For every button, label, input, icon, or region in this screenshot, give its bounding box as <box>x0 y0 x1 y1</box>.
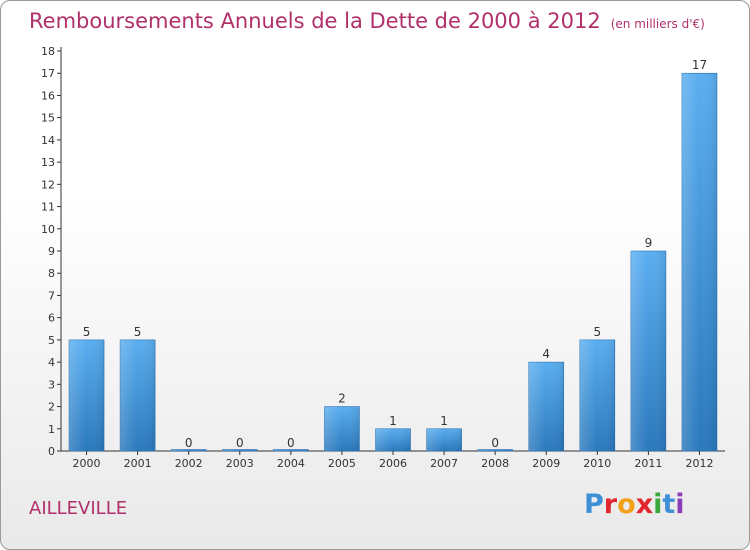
value-label-2005: 2 <box>338 392 346 406</box>
x-tick-label-2009: 2009 <box>532 457 560 470</box>
x-tick-label-2011: 2011 <box>634 457 662 470</box>
y-tick-label: 17 <box>41 67 55 80</box>
x-tick-label-2003: 2003 <box>226 457 254 470</box>
y-tick-label: 15 <box>41 112 55 125</box>
bar-shine-2010 <box>579 339 615 451</box>
value-label-2007: 1 <box>440 414 448 428</box>
x-tick-label-2002: 2002 <box>175 457 203 470</box>
bar-shine-2007 <box>426 428 462 451</box>
bar-shine-2006 <box>375 428 411 451</box>
y-tick-label: 9 <box>48 245 55 258</box>
value-label-2003: 0 <box>236 436 244 450</box>
proxiti-logo[interactable]: Proxiti <box>584 489 685 520</box>
y-tick-label: 12 <box>41 178 55 191</box>
x-tick-label-2012: 2012 <box>685 457 713 470</box>
x-tick-label-2004: 2004 <box>277 457 305 470</box>
y-tick-label: 4 <box>48 356 55 369</box>
y-tick-label: 13 <box>41 156 55 169</box>
bar-shine-2000 <box>69 339 105 451</box>
y-tick-label: 16 <box>41 89 55 102</box>
y-tick-label: 1 <box>48 423 55 436</box>
y-tick-label: 6 <box>48 312 55 325</box>
value-label-2001: 5 <box>134 325 142 339</box>
y-tick-label: 3 <box>48 378 55 391</box>
value-label-2009: 4 <box>542 347 550 361</box>
y-tick-label: 8 <box>48 267 55 280</box>
bar-shine-2009 <box>528 362 564 451</box>
chart-title: Remboursements Annuels de la Dette de 20… <box>29 9 705 33</box>
bar-shine-2008 <box>477 449 513 451</box>
bar-shine-2002 <box>171 449 207 451</box>
x-tick-label-2006: 2006 <box>379 457 407 470</box>
value-label-2006: 1 <box>389 414 397 428</box>
bar-shine-2003 <box>222 449 258 451</box>
y-tick-label: 11 <box>41 201 55 214</box>
x-tick-label-2008: 2008 <box>481 457 509 470</box>
y-tick-label: 7 <box>48 289 55 302</box>
y-tick-label: 5 <box>48 334 55 347</box>
x-tick-label-2000: 2000 <box>73 457 101 470</box>
value-label-2010: 5 <box>593 325 601 339</box>
bar-shine-2001 <box>120 339 156 451</box>
bar-shine-2012 <box>681 73 717 451</box>
x-tick-label-2001: 2001 <box>124 457 152 470</box>
x-tick-label-2007: 2007 <box>430 457 458 470</box>
bar-shine-2004 <box>273 449 309 451</box>
value-label-2011: 9 <box>645 236 653 250</box>
bar-shine-2011 <box>630 251 666 451</box>
town-name: AILLEVILLE <box>29 498 128 519</box>
value-label-2008: 0 <box>491 436 499 450</box>
chart-unit: (en milliers d'€) <box>610 17 705 31</box>
value-labels: 5 5 0 0 0 2 1 1 0 4 5 9 17 <box>83 58 707 450</box>
bars <box>68 72 718 452</box>
value-label-2000: 5 <box>83 325 91 339</box>
value-label-2012: 17 <box>692 58 707 72</box>
y-tick-label: 0 <box>48 445 55 458</box>
y-tick-label: 18 <box>41 45 55 58</box>
x-tick-label-2010: 2010 <box>583 457 611 470</box>
value-label-2002: 0 <box>185 436 193 450</box>
y-tick-label: 14 <box>41 134 55 147</box>
value-label-2004: 0 <box>287 436 295 450</box>
x-tick-label-2005: 2005 <box>328 457 356 470</box>
x-axis: 2000 2001 2002 2003 2004 2005 2006 2007 2008 2009… <box>73 451 713 470</box>
chart-title-text: Remboursements Annuels de la Dette de 20… <box>29 9 601 33</box>
bar-shine-2005 <box>324 406 360 451</box>
y-tick-label: 2 <box>48 401 55 414</box>
y-tick-label: 10 <box>41 223 55 236</box>
